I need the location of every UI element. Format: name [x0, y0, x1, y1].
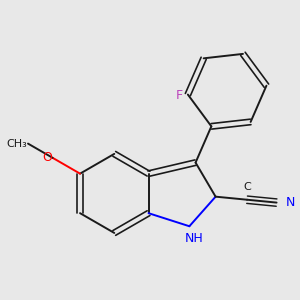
Text: O: O: [42, 151, 52, 164]
Text: N: N: [286, 196, 295, 209]
Text: NH: NH: [184, 232, 203, 245]
Text: C: C: [243, 182, 251, 192]
Text: CH₃: CH₃: [6, 139, 27, 148]
Text: F: F: [176, 89, 183, 102]
